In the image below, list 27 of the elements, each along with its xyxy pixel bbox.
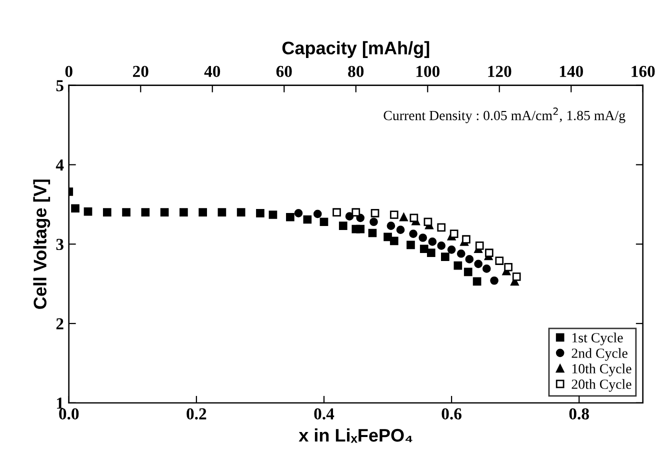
legend-label: 20th Cycle	[572, 379, 632, 392]
x2-tick-label: 0	[65, 66, 72, 78]
x2-tick-label: 120	[488, 66, 512, 78]
x2-tick-label: 40	[204, 66, 220, 78]
y-tick-label: 5	[56, 80, 64, 92]
x-tick-label: 0.6	[442, 408, 462, 420]
x2-tick-label: 20	[132, 66, 148, 78]
x2-tick-label: 100	[416, 66, 440, 78]
x-axis-title: x in LiₓFePO₄	[298, 428, 412, 443]
x2-tick-label: 80	[348, 66, 364, 78]
y-axis-title: Cell Voltage [V]	[33, 180, 50, 309]
x-tick-label: 0.0	[59, 408, 79, 420]
y-tick-label: 3	[56, 238, 64, 250]
x2-axis-title: Capacity [mAh/g]	[282, 41, 430, 58]
legend-label: 2nd Cycle	[572, 348, 628, 361]
x-tick-label: 0.8	[569, 408, 589, 420]
y-tick-label: 4	[56, 160, 64, 170]
x2-tick-label: 140	[560, 66, 583, 78]
x-tick-label: 0.4	[314, 408, 334, 420]
x2-tick-label: 160	[632, 66, 655, 78]
legend-label: 1st Cycle	[572, 332, 623, 346]
x2-tick-label: 60	[276, 66, 292, 78]
legend-label: 10th Cycle	[572, 364, 632, 376]
x-tick-label: 0.2	[186, 408, 206, 420]
y-tick-label: 1	[57, 398, 64, 409]
y-tick-label: 2	[56, 318, 64, 330]
annotation: Current Density : 0.05 mA/cm$^{2}$, 1.85 mA/g	[384, 108, 626, 124]
